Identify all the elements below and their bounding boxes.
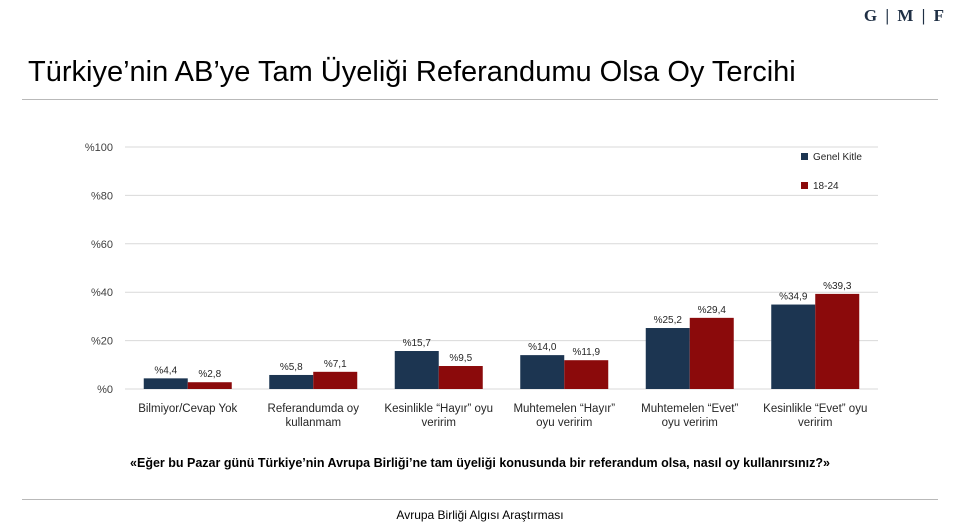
- bar: [645, 328, 690, 389]
- bar: [438, 366, 483, 389]
- bar: [771, 304, 816, 389]
- survey-question: «Eğer bu Pazar günü Türkiye’nin Avrupa B…: [130, 456, 830, 470]
- x-tick-label: Kesinlikle “Evet” oyu: [763, 403, 867, 415]
- gmf-logo: G | M | F: [863, 6, 946, 25]
- y-tick-label: %40: [91, 287, 113, 299]
- data-label: %15,7: [403, 338, 432, 349]
- legend-swatch: [801, 153, 808, 160]
- legend-label: 18-24: [813, 181, 839, 192]
- data-label: %11,9: [572, 347, 600, 358]
- bar: [143, 378, 188, 389]
- data-label: %7,1: [324, 359, 347, 370]
- page-title: Türkiye’nin AB’ye Tam Üyeliği Referandum…: [28, 56, 796, 88]
- x-tick-label: Muhtemelen “Hayır”: [513, 403, 615, 415]
- bar: [187, 382, 232, 389]
- data-label: %5,8: [280, 362, 303, 373]
- legend-label: Genel Kitle: [813, 152, 862, 163]
- x-tick-label: Kesinlikle “Hayır” oyu: [384, 403, 493, 415]
- title-divider: [22, 99, 938, 100]
- bar: [564, 360, 609, 389]
- x-tick-label: Referandumda oy: [268, 403, 360, 415]
- y-tick-label: %100: [85, 142, 113, 154]
- data-label: %9,5: [449, 353, 472, 364]
- y-tick-label: %80: [91, 190, 113, 202]
- y-tick-label: %0: [97, 384, 113, 396]
- y-tick-label: %60: [91, 239, 113, 251]
- x-tick-label: Bilmiyor/Cevap Yok: [138, 403, 237, 415]
- data-label: %34,9: [779, 292, 808, 303]
- bar-chart: %0 %20 %40 %60 %80 %100 %4,4 %2,8 Bilmiyor/Cevap…: [85, 142, 878, 429]
- bar: [394, 351, 439, 389]
- data-label: %25,2: [654, 315, 683, 326]
- x-tick-label: kullanmam: [285, 417, 341, 429]
- data-label: %14,0: [528, 342, 557, 353]
- footer-divider: [22, 499, 938, 500]
- data-label: %39,3: [823, 281, 852, 292]
- x-tick-label: oyu veririm: [662, 417, 718, 429]
- x-tick-label: veririm: [422, 417, 457, 429]
- data-label: %4,4: [154, 365, 177, 376]
- bar: [269, 374, 314, 389]
- bar: [815, 293, 860, 389]
- x-tick-label: veririm: [798, 417, 833, 429]
- bar: [313, 371, 358, 389]
- data-label: %29,4: [698, 305, 727, 316]
- footer-source: Avrupa Birliği Algısı Araştırması: [396, 508, 564, 522]
- data-label: %2,8: [198, 369, 221, 380]
- y-tick-label: %20: [91, 336, 113, 348]
- bar: [520, 355, 565, 389]
- legend-swatch: [801, 182, 808, 189]
- bar: [689, 317, 734, 389]
- x-tick-label: Muhtemelen “Evet”: [641, 403, 738, 415]
- x-tick-label: oyu veririm: [536, 417, 592, 429]
